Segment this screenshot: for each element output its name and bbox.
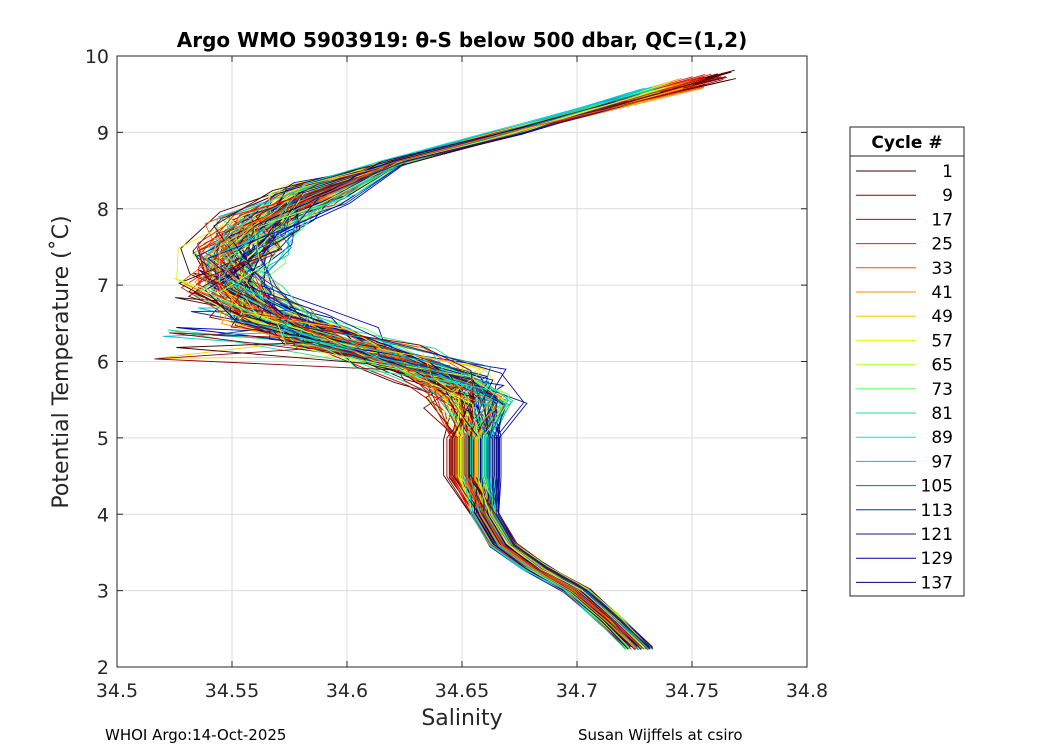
profile-line-129	[233, 102, 642, 647]
y-tick-label: 6	[97, 352, 109, 374]
profile-lines	[154, 69, 736, 651]
legend-label-41: 41	[931, 283, 953, 303]
y-axis-ticks: 2 3 4 5 6 7 8 9 10	[85, 46, 807, 679]
profile-line-99	[207, 94, 648, 648]
legend-label-73: 73	[931, 380, 953, 400]
legend: Cycle # 1 9 17 25 33 41 49 57 65 73 81 89 97 105 113 12…	[849, 126, 965, 597]
x-tick-label: 34.65	[435, 680, 489, 702]
y-tick-label: 4	[97, 504, 109, 526]
legend-label-33: 33	[931, 259, 953, 279]
x-tick-label: 34.8	[786, 680, 828, 702]
legend-label-17: 17	[931, 210, 953, 230]
profile-line-35	[216, 86, 705, 650]
legend-label-89: 89	[931, 428, 953, 448]
y-tick-label: 8	[97, 199, 109, 221]
legend-label-49: 49	[931, 307, 953, 327]
legend-label-97: 97	[931, 452, 953, 472]
chart-title: Argo WMO 5903919: θ-S below 500 dbar, QC…	[177, 28, 747, 52]
legend-label-137: 137	[921, 573, 953, 593]
y-tick-label: 3	[97, 581, 109, 603]
legend-title: Cycle #	[871, 133, 942, 153]
x-tick-label: 34.6	[326, 680, 368, 702]
profile-line-69	[173, 87, 667, 649]
profile-line-27	[220, 78, 702, 648]
profile-line-31	[201, 77, 706, 647]
x-tick-label: 34.55	[205, 680, 259, 702]
legend-label-113: 113	[921, 501, 953, 521]
x-tick-label: 34.5	[96, 680, 138, 702]
profile-line-122	[207, 103, 651, 649]
legend-label-81: 81	[931, 404, 953, 424]
x-tick-label: 34.7	[556, 680, 598, 702]
x-tick-label: 34.75	[665, 680, 719, 702]
legend-label-105: 105	[921, 477, 953, 497]
footer-right: Susan Wijffels at csiro	[578, 726, 743, 744]
y-axis-label: Potential Temperature (˚C)	[49, 215, 74, 508]
legend-label-9: 9	[942, 186, 953, 206]
legend-label-25: 25	[931, 235, 953, 255]
profile-line-16	[204, 79, 724, 650]
y-tick-label: 9	[97, 122, 109, 144]
y-tick-label: 10	[85, 46, 109, 68]
footer-left: WHOI Argo:14-Oct-2025	[105, 726, 287, 744]
legend-label-129: 129	[921, 549, 953, 569]
y-tick-label: 5	[97, 428, 109, 450]
legend-label-57: 57	[931, 331, 953, 351]
y-tick-label: 7	[97, 275, 109, 297]
legend-label-65: 65	[931, 356, 953, 376]
profile-line-125	[244, 96, 653, 649]
legend-box	[849, 126, 965, 597]
legend-label-1: 1	[942, 162, 953, 182]
y-tick-label: 2	[97, 657, 109, 679]
legend-label-121: 121	[921, 525, 953, 545]
x-axis-ticks: 34.5 34.55 34.6 34.65 34.7 34.75 34.8	[96, 56, 828, 702]
x-axis-label: Salinity	[421, 706, 502, 731]
profile-line-88	[222, 89, 654, 650]
